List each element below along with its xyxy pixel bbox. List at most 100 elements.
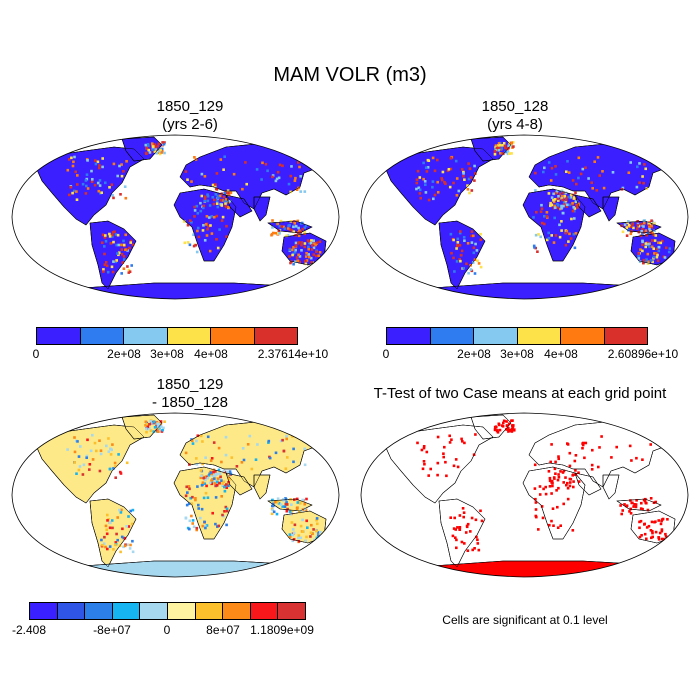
grid-cell xyxy=(642,225,645,228)
grid-cell xyxy=(565,170,568,173)
grid-cell xyxy=(571,209,575,213)
grid-cell xyxy=(638,162,641,165)
grid-cell xyxy=(129,239,133,243)
coastline xyxy=(253,196,271,222)
grid-cell xyxy=(310,248,314,251)
grid-cell xyxy=(159,422,163,426)
grid-cell xyxy=(285,437,288,441)
grid-cell xyxy=(555,489,558,492)
grid-cell xyxy=(184,517,188,520)
grid-cell xyxy=(185,485,188,489)
grid-cell xyxy=(191,495,194,499)
grid-cell xyxy=(204,456,207,459)
grid-cell xyxy=(119,470,122,474)
grid-cell xyxy=(611,171,615,174)
grid-cell xyxy=(300,243,303,247)
grid-cell xyxy=(104,181,107,185)
grid-cell xyxy=(568,477,572,481)
grid-cell xyxy=(548,485,552,488)
grid-cell xyxy=(295,188,299,191)
grid-cell xyxy=(562,502,565,506)
grid-cell xyxy=(563,203,566,206)
grid-cell xyxy=(552,192,555,196)
grid-cell xyxy=(291,528,295,531)
grid-cell xyxy=(223,485,226,489)
grid-cell xyxy=(554,460,557,464)
grid-cell xyxy=(566,481,569,485)
grid-cell xyxy=(264,162,268,166)
grid-cell xyxy=(96,160,100,164)
grid-cell xyxy=(424,183,427,186)
grid-cell xyxy=(300,241,303,244)
grid-cell xyxy=(114,541,118,544)
grid-cell xyxy=(638,260,642,263)
grid-cell xyxy=(108,526,112,530)
grid-cell xyxy=(148,151,152,154)
grid-cell xyxy=(202,476,205,480)
grid-cell xyxy=(214,193,218,196)
grid-cell xyxy=(440,178,444,182)
grid-cell xyxy=(548,523,551,527)
colorbar-2 xyxy=(386,327,648,345)
grid-cell xyxy=(459,230,462,233)
grid-cell xyxy=(625,234,629,237)
grid-cell xyxy=(188,243,192,247)
grid-cell xyxy=(306,239,310,242)
grid-cell xyxy=(93,159,97,162)
grid-cell xyxy=(104,524,108,528)
grid-cell xyxy=(638,520,641,524)
grid-cell xyxy=(304,224,308,228)
grid-cell xyxy=(654,500,657,504)
grid-cell xyxy=(294,248,297,252)
grid-cell xyxy=(641,232,644,235)
grid-cell xyxy=(293,523,297,527)
grid-cell xyxy=(468,167,472,171)
grid-cell xyxy=(293,179,297,182)
grid-cell xyxy=(241,447,245,450)
grid-cell xyxy=(558,235,562,239)
grid-cell xyxy=(648,227,651,231)
grid-cell xyxy=(455,247,458,250)
grid-cell xyxy=(649,231,652,234)
grid-cell xyxy=(224,453,228,457)
grid-cell xyxy=(297,226,300,230)
grid-cell xyxy=(210,479,213,482)
grid-cell xyxy=(557,473,560,476)
grid-cell xyxy=(650,219,653,222)
grid-cell xyxy=(291,533,295,537)
grid-cell xyxy=(318,251,322,254)
grid-cell xyxy=(205,484,208,488)
grid-cell xyxy=(232,172,236,176)
grid-cell xyxy=(426,166,430,169)
grid-cell xyxy=(282,449,286,453)
coastline xyxy=(438,498,486,568)
grid-cell xyxy=(212,441,216,444)
grid-cell xyxy=(641,239,644,243)
grid-cell xyxy=(111,231,115,234)
grid-cell xyxy=(290,229,294,232)
grid-cell xyxy=(532,216,535,219)
grid-cell xyxy=(562,204,565,208)
grid-cell xyxy=(219,158,223,161)
grid-cell xyxy=(568,464,572,468)
grid-cell xyxy=(99,452,103,456)
grid-cell xyxy=(219,198,223,202)
grid-cell xyxy=(574,191,577,195)
grid-cell xyxy=(286,227,290,230)
grid-cell xyxy=(128,547,132,550)
colorbar-swatch xyxy=(167,603,196,619)
grid-cell xyxy=(203,175,207,178)
grid-cell xyxy=(160,147,164,151)
grid-cell xyxy=(562,191,565,194)
grid-cell xyxy=(210,472,214,476)
grid-cell xyxy=(508,152,511,155)
grid-cell xyxy=(557,486,560,490)
grid-cell xyxy=(305,259,309,262)
grid-cell xyxy=(290,503,293,506)
grid-cell xyxy=(216,196,220,199)
grid-cell xyxy=(557,457,560,461)
grid-cell xyxy=(556,206,559,209)
grid-cell xyxy=(645,537,648,541)
grid-cell xyxy=(432,197,435,201)
grid-cell xyxy=(125,525,128,528)
